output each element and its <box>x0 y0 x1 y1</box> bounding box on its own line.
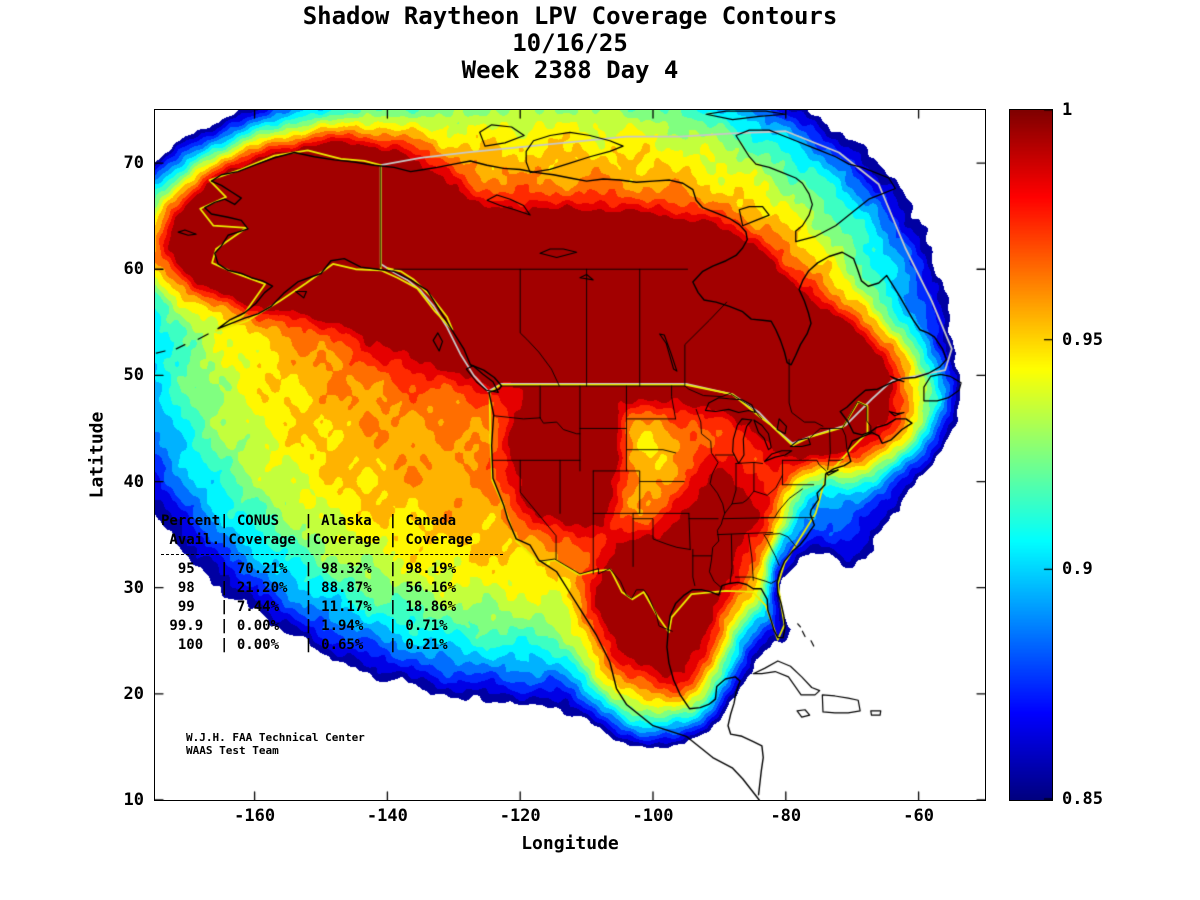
x-tick-label: -160 <box>234 806 276 826</box>
credit-line-2: WAAS Test Team <box>186 744 279 757</box>
colorbar-canvas <box>1010 110 1052 800</box>
map-plot-area <box>154 109 986 801</box>
coverage-table-row: 99 | 7.44% | 11.17% | 18.86% <box>161 599 457 615</box>
y-tick-label: 20 <box>123 683 144 704</box>
coverage-table-row: 99.9 | 0.00% | 1.94% | 0.71% <box>161 618 448 634</box>
colorbar <box>1009 109 1053 801</box>
y-tick-label: 60 <box>123 259 144 280</box>
coverage-table-row: 95 | 70.21% | 98.32% | 98.19% <box>161 561 457 577</box>
coverage-contour-canvas <box>155 110 985 800</box>
title-line-1: Shadow Raytheon LPV Coverage Contours <box>302 2 838 30</box>
x-tick-label: -100 <box>632 806 674 826</box>
x-tick-label: -80 <box>770 806 802 826</box>
x-axis-label: Longitude <box>521 833 619 854</box>
y-axis-label: Latitude <box>86 411 108 499</box>
coverage-table: Percent| CONUS | Alaska | Canada Avail.|… <box>161 512 503 655</box>
table-separator <box>161 554 503 555</box>
y-tick-label: 50 <box>123 365 144 386</box>
x-tick-label: -140 <box>366 806 408 826</box>
colorbar-tick-label: 0.9 <box>1062 559 1093 580</box>
credit-line-1: W.J.H. FAA Technical Center <box>186 731 365 744</box>
y-tick-label: 70 <box>123 153 144 174</box>
y-tick-label: 40 <box>123 471 144 492</box>
x-tick-label: -60 <box>903 806 934 826</box>
title-line-2: 10/16/25 <box>512 29 628 57</box>
colorbar-tick-label: 0.95 <box>1062 329 1103 350</box>
title-line-3: Week 2388 Day 4 <box>461 56 679 84</box>
colorbar-tick-label: 0.85 <box>1062 789 1103 809</box>
coverage-table-row: Avail.|Coverage |Coverage | Coverage <box>161 532 473 548</box>
figure-title: Shadow Raytheon LPV Coverage Contours 10… <box>0 3 1140 84</box>
coverage-table-row: Percent| CONUS | Alaska | Canada <box>161 513 457 529</box>
y-tick-label: 10 <box>123 790 144 810</box>
x-tick-label: -120 <box>499 806 541 826</box>
credit-text: W.J.H. FAA Technical Center WAAS Test Te… <box>186 731 365 757</box>
coverage-table-row: 98 | 21.20% | 88.87% | 56.16% <box>161 580 457 596</box>
y-tick-label: 30 <box>123 577 144 598</box>
coverage-table-row: 100 | 0.00% | 0.65% | 0.21% <box>161 637 448 653</box>
colorbar-tick-label: 1 <box>1062 100 1073 120</box>
